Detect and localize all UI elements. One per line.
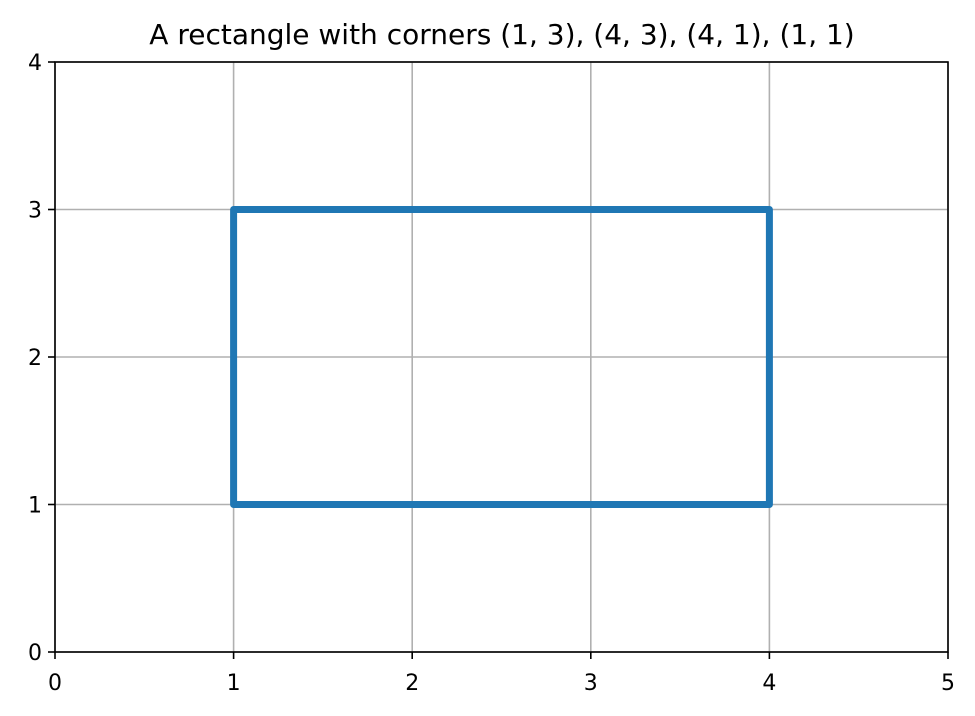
series-line <box>230 206 773 508</box>
plot-series <box>230 206 773 508</box>
x-tick-label: 0 <box>48 671 62 696</box>
grid <box>54 61 949 653</box>
y-tick-label: 3 <box>28 199 42 224</box>
x-tick-label: 3 <box>584 671 598 696</box>
tick-labels: 0 1 2 3 4 5 0 1 2 3 4 <box>28 51 955 696</box>
y-tick-label: 0 <box>28 641 42 666</box>
y-tick-label: 2 <box>28 346 42 371</box>
axes <box>48 61 949 659</box>
x-tick-label: 5 <box>941 671 955 696</box>
x-tick-label: 1 <box>227 671 241 696</box>
x-tick-label: 4 <box>762 671 776 696</box>
x-tick-label: 2 <box>405 671 419 696</box>
chart-title: A rectangle with corners (1, 3), (4, 3),… <box>149 18 854 51</box>
y-tick-label: 4 <box>28 51 42 76</box>
y-tick-label: 1 <box>28 494 42 519</box>
